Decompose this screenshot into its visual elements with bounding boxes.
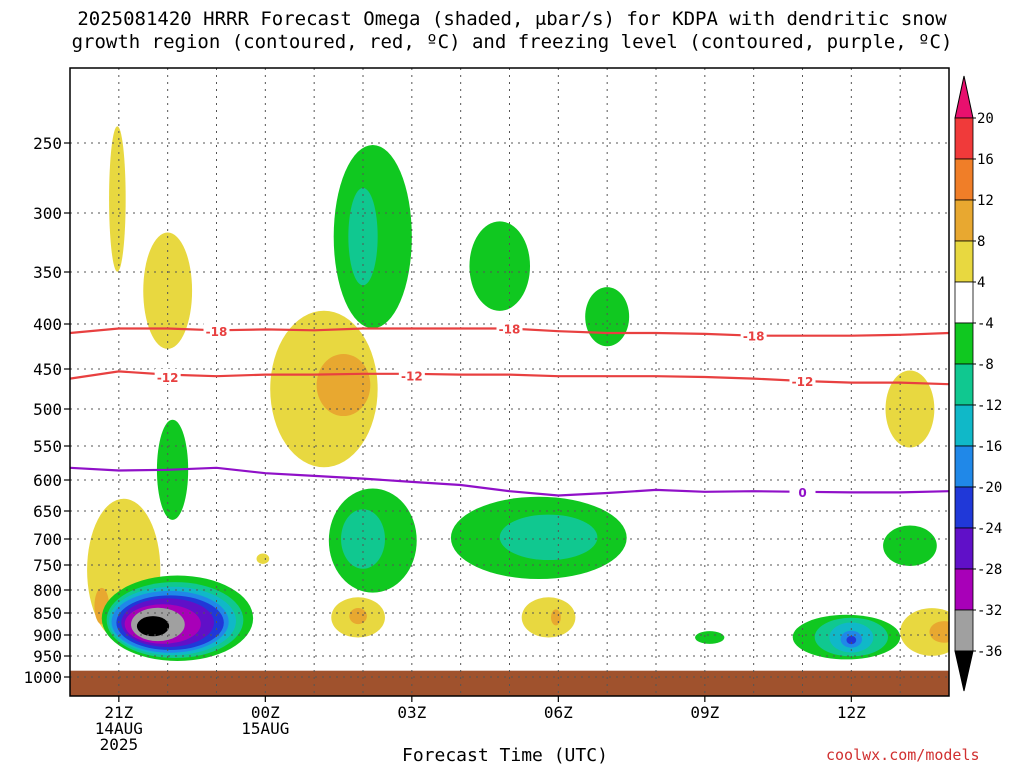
colorbar-label-5: -4 xyxy=(977,316,994,332)
colorbar-label-10: -24 xyxy=(977,521,1002,537)
colorbar-swatch-10 xyxy=(954,527,974,570)
colorbar-label-1: 16 xyxy=(977,152,994,168)
omega-region-10 xyxy=(551,609,561,626)
omega-region-24 xyxy=(695,631,725,644)
omega-region-13 xyxy=(929,621,949,643)
y-tick-label-400: 400 xyxy=(33,315,62,334)
contour-label-bg-1-2 xyxy=(789,373,816,388)
omega-region-1 xyxy=(143,232,193,349)
colorbar-label-0: 20 xyxy=(977,111,994,127)
colorbar-label-8: -16 xyxy=(977,439,1002,455)
x-tick-label-0-0: 21Z xyxy=(104,703,133,722)
contour-label-1-2: -12 xyxy=(792,375,814,389)
title-line-1: 2025081420 HRRR Forecast Omega (shaded, … xyxy=(77,8,947,30)
colorbar-label-2: 12 xyxy=(977,193,994,209)
colorbar: 20 16 12 8 4 -4 -8 -12 -16 -20 -24 -28 -32 -36 xyxy=(954,75,1002,692)
y-tick-label-650: 650 xyxy=(33,502,62,521)
y-axis-ticks: 250 300 350 400 450 500 550 600 650 700 750 800 850 9… xyxy=(23,134,70,687)
colorbar-swatch-2 xyxy=(954,199,974,242)
contour-label-bg-0-2 xyxy=(740,327,767,343)
contour-label-bg-1-0 xyxy=(154,369,181,384)
y-tick-label-750: 750 xyxy=(33,556,62,575)
y-tick-label-550: 550 xyxy=(33,437,62,456)
contour-label-0-1: -18 xyxy=(499,323,521,337)
contour-label-1-1: -12 xyxy=(401,369,423,383)
omega-region-38 xyxy=(136,616,170,637)
colorbar-swatch-1 xyxy=(954,158,974,201)
x-tick-label-0-2: 2025 xyxy=(100,735,139,754)
y-tick-label-850: 850 xyxy=(33,604,62,623)
contour-label-0-2: -18 xyxy=(743,330,765,344)
x-tick-label-1-0: 00Z xyxy=(251,703,280,722)
y-tick-label-600: 600 xyxy=(33,471,62,490)
colorbar-label-3: 8 xyxy=(977,234,985,250)
colorbar-swatch-11 xyxy=(954,568,974,611)
credit-text: coolwx.com/models xyxy=(826,746,980,764)
colorbar-swatch-7 xyxy=(954,404,974,447)
colorbar-label-4: 4 xyxy=(977,275,985,291)
omega-region-29 xyxy=(846,635,857,645)
omega-region-6 xyxy=(256,553,270,564)
omega-region-8 xyxy=(349,608,367,625)
y-tick-label-350: 350 xyxy=(33,263,62,282)
y-tick-label-900: 900 xyxy=(33,626,62,645)
colorbar-swatch-5 xyxy=(954,322,974,365)
plot-frame xyxy=(69,67,950,697)
y-tick-label-700: 700 xyxy=(33,530,62,549)
y-tick-label-500: 500 xyxy=(33,400,62,419)
omega-shaded-regions xyxy=(87,126,949,662)
y-tick-label-450: 450 xyxy=(33,360,62,379)
y-tick-label-800: 800 xyxy=(33,581,62,600)
colorbar-label-11: -28 xyxy=(977,562,1002,578)
colorbar-swatch-9 xyxy=(954,486,974,529)
x-tick-label-0-1: 14AUG xyxy=(95,719,143,738)
colorbar-swatch-6 xyxy=(954,363,974,406)
x-tick-label-3-0: 06Z xyxy=(544,703,573,722)
colorbar-bottom-arrow xyxy=(954,650,974,692)
omega-region-0 xyxy=(109,126,126,272)
x-tick-label-4-0: 09Z xyxy=(690,703,719,722)
x-tick-label-1-1: 15AUG xyxy=(241,719,289,738)
omega-region-16 xyxy=(469,221,531,311)
omega-region-17 xyxy=(585,287,630,347)
chart-title: 2025081420 HRRR Forecast Omega (shaded, … xyxy=(0,8,1024,54)
x-tick-label-2-0: 03Z xyxy=(397,703,426,722)
omega-region-12 xyxy=(900,608,949,656)
title-line-2: growth region (contoured, red, ºC) and f… xyxy=(71,31,953,53)
colorbar-top-arrow xyxy=(954,75,974,119)
y-tick-label-1000: 1000 xyxy=(23,668,62,687)
colorbar-swatch-12 xyxy=(954,609,974,652)
omega-region-11 xyxy=(885,370,935,448)
x-tick-label-5-0: 12Z xyxy=(837,703,866,722)
colorbar-label-7: -12 xyxy=(977,398,1002,414)
x-axis-label: Forecast Time (UTC) xyxy=(402,745,608,766)
contour-label-2-0: 0 xyxy=(798,486,806,500)
colorbar-swatch-4 xyxy=(954,281,974,324)
contour-label-bg-2-0 xyxy=(789,483,816,499)
y-tick-label-950: 950 xyxy=(33,647,62,666)
contour-label-1-0: -12 xyxy=(157,371,179,385)
omega-region-23 xyxy=(883,525,937,567)
temperature-contours: -18 -18 -18 -12 -12 -12 0 xyxy=(69,320,950,500)
contour-label-bg-0-1 xyxy=(496,320,523,336)
omega-region-22 xyxy=(499,514,598,561)
colorbar-label-12: -32 xyxy=(977,603,1002,619)
contour-label-bg-0-0 xyxy=(203,323,230,339)
omega-region-9 xyxy=(521,597,576,638)
colorbar-label-6: -8 xyxy=(977,357,994,373)
colorbar-swatch-8 xyxy=(954,445,974,488)
colorbar-swatch-3 xyxy=(954,240,974,283)
colorbar-swatch-0 xyxy=(954,117,974,160)
contour-label-bg-1-1 xyxy=(398,367,425,383)
colorbar-label-13: -36 xyxy=(977,644,1002,660)
colorbar-label-9: -20 xyxy=(977,480,1002,496)
y-tick-label-300: 300 xyxy=(33,204,62,223)
omega-region-5 xyxy=(316,353,371,417)
y-tick-label-250: 250 xyxy=(33,134,62,153)
contour-label-0-0: -18 xyxy=(206,325,228,339)
